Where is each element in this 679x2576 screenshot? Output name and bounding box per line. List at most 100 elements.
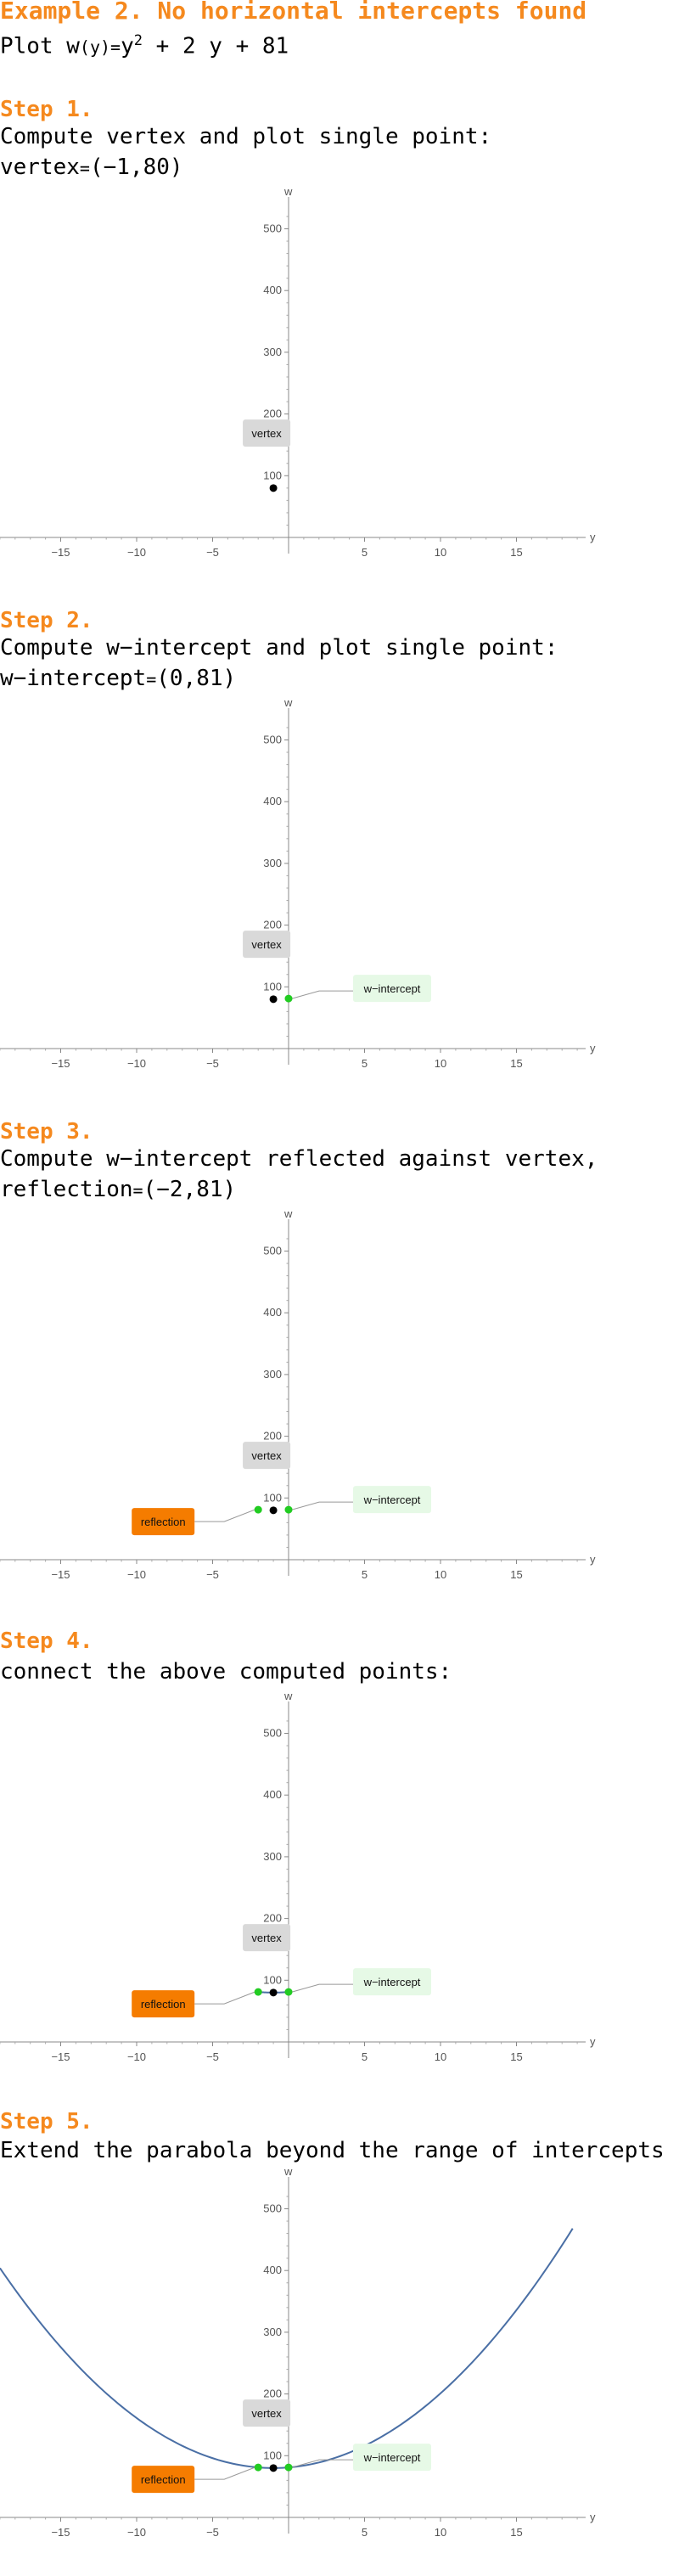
step-2-label: w−intercept	[0, 666, 147, 691]
chart-step-4: y w −15 −10 −5 5 10 15 100 200 300 400 500 vertex w−in…	[0, 1690, 596, 2063]
step-4-line1: connect the above computed points:	[0, 1659, 452, 1685]
intercept-label-text: w−intercept	[363, 1493, 421, 1506]
x-tick-label: −15	[51, 1568, 70, 1581]
vertex-label-text: vertex	[251, 2407, 282, 2420]
x-tick-label: 15	[510, 2526, 522, 2539]
reflection-label-connector	[194, 1509, 255, 1522]
y-axis-label: w	[283, 2165, 293, 2178]
x-tick-label: 5	[362, 1057, 368, 1070]
intercept-point	[284, 994, 293, 1003]
vertex-point	[269, 995, 278, 1004]
step-1-label: vertex	[0, 155, 80, 180]
step-4-title: Step 4.	[0, 1628, 93, 1654]
vertex-label-text: vertex	[251, 1449, 282, 1462]
intercept-label-box	[353, 2444, 431, 2472]
x-tick-label: −10	[127, 1568, 146, 1581]
reflection-point	[254, 1505, 262, 1514]
intercept-label-connector	[291, 1983, 353, 1993]
x-axis-label: y	[590, 531, 596, 543]
x-tick-label: −10	[127, 2050, 146, 2063]
y-tick-label: 300	[263, 2326, 282, 2338]
step-2-title: Step 2.	[0, 608, 93, 633]
step-3-title: Step 3.	[0, 1119, 93, 1145]
reflection-point	[254, 1988, 262, 1996]
plot-prefix: Plot w	[0, 33, 80, 59]
intercept-label-connector	[291, 990, 353, 999]
y-tick-label: 200	[263, 1912, 282, 1925]
step-2-value: (0,81)	[156, 666, 237, 691]
x-tick-label: 5	[362, 2050, 368, 2063]
plot-func: (y)	[79, 37, 111, 58]
y-axis-label: w	[283, 696, 293, 709]
y-tick-label: 300	[263, 346, 282, 358]
y-tick-label: 200	[263, 408, 282, 420]
y-axis-label: w	[283, 185, 293, 198]
x-tick-label: −15	[51, 1057, 70, 1070]
y-axis-label: w	[283, 1207, 293, 1220]
y-tick-label: 500	[263, 222, 282, 235]
vertex-label-text: vertex	[251, 1932, 282, 1944]
x-axis-label: y	[590, 1553, 596, 1566]
x-tick-label: 10	[435, 1057, 446, 1070]
x-tick-label: 10	[435, 2526, 446, 2539]
x-tick-label: −5	[206, 1057, 219, 1070]
x-tick-label: −15	[51, 546, 70, 559]
step-2-line1: Compute w−intercept and plot single poin…	[0, 635, 558, 661]
y-tick-label: 400	[263, 1306, 282, 1319]
vertex-label-box	[243, 1924, 291, 1952]
intercept-point	[284, 2463, 293, 2472]
y-tick-label: 100	[263, 1491, 282, 1504]
reflection-label-text: reflection	[141, 2473, 186, 2486]
step-1-eq: =	[79, 158, 90, 178]
y-tick-label: 200	[263, 1430, 282, 1443]
x-tick-label: −10	[127, 546, 146, 559]
x-tick-label: 15	[510, 546, 522, 559]
x-tick-label: 10	[435, 546, 446, 559]
vertex-point	[269, 1506, 278, 1515]
y-tick-label: 300	[263, 1368, 282, 1381]
x-tick-label: −15	[51, 2050, 70, 2063]
intercept-label-text: w−intercept	[363, 2451, 421, 2464]
plot-equation: Plot w(y)=y2 + 2 y + 81	[0, 32, 289, 59]
x-tick-label: −5	[206, 2526, 219, 2539]
x-axis-label: y	[590, 2035, 596, 2048]
step-3-label: reflection	[0, 1177, 133, 1202]
reflection-label-box	[132, 1508, 195, 1536]
reflection-label-box	[132, 1990, 195, 2018]
y-tick-label: 300	[263, 857, 282, 869]
step-3-eq: =	[132, 1180, 143, 1201]
step-5-title: Step 5.	[0, 2109, 93, 2134]
parabola-curve	[0, 2228, 574, 2469]
x-tick-label: −10	[127, 1057, 146, 1070]
y-tick-label: 100	[263, 1973, 282, 1986]
step-2-eq: =	[146, 669, 157, 689]
reflection-label-connector	[194, 1991, 255, 2005]
reflection-label-connector	[194, 2466, 255, 2480]
chart-step-2: y w −15 −10 −5 5 10 15 100 200 300 400 500 vertex w−in…	[0, 696, 596, 1070]
step-1-value: (−1,80)	[89, 155, 183, 180]
vertex-label-box	[243, 419, 291, 447]
vertex-label-box	[243, 931, 291, 959]
y-tick-label: 100	[263, 2449, 282, 2461]
x-tick-label: 10	[435, 2050, 446, 2063]
vertex-label-box	[243, 1442, 291, 1470]
intercept-label-connector	[291, 2459, 353, 2468]
x-tick-label: −5	[206, 546, 219, 559]
x-tick-label: −10	[127, 2526, 146, 2539]
vertex-point	[269, 1988, 278, 1997]
reflection-label-box	[132, 2466, 195, 2494]
chart-step-3: y w −15 −10 −5 5 10 15 100 200 300 400 500 vertex w−in…	[0, 1207, 596, 1581]
y-tick-label: 400	[263, 2264, 282, 2276]
plot-expr-exp: 2	[133, 32, 143, 49]
y-tick-label: 500	[263, 1727, 282, 1740]
y-tick-label: 500	[263, 2202, 282, 2215]
y-tick-label: 500	[263, 1245, 282, 1257]
intercept-point	[284, 1505, 293, 1514]
reflection-label-text: reflection	[141, 1998, 186, 2011]
page-title: Example 2. No horizontal intercepts foun…	[0, 0, 587, 25]
step-3-line2: reflection=(−2,81)	[0, 1177, 236, 1202]
x-tick-label: 5	[362, 1568, 368, 1581]
y-tick-label: 200	[263, 919, 282, 931]
plot-expr-b: + 2 y + 81	[143, 33, 289, 59]
x-tick-label: −15	[51, 2526, 70, 2539]
